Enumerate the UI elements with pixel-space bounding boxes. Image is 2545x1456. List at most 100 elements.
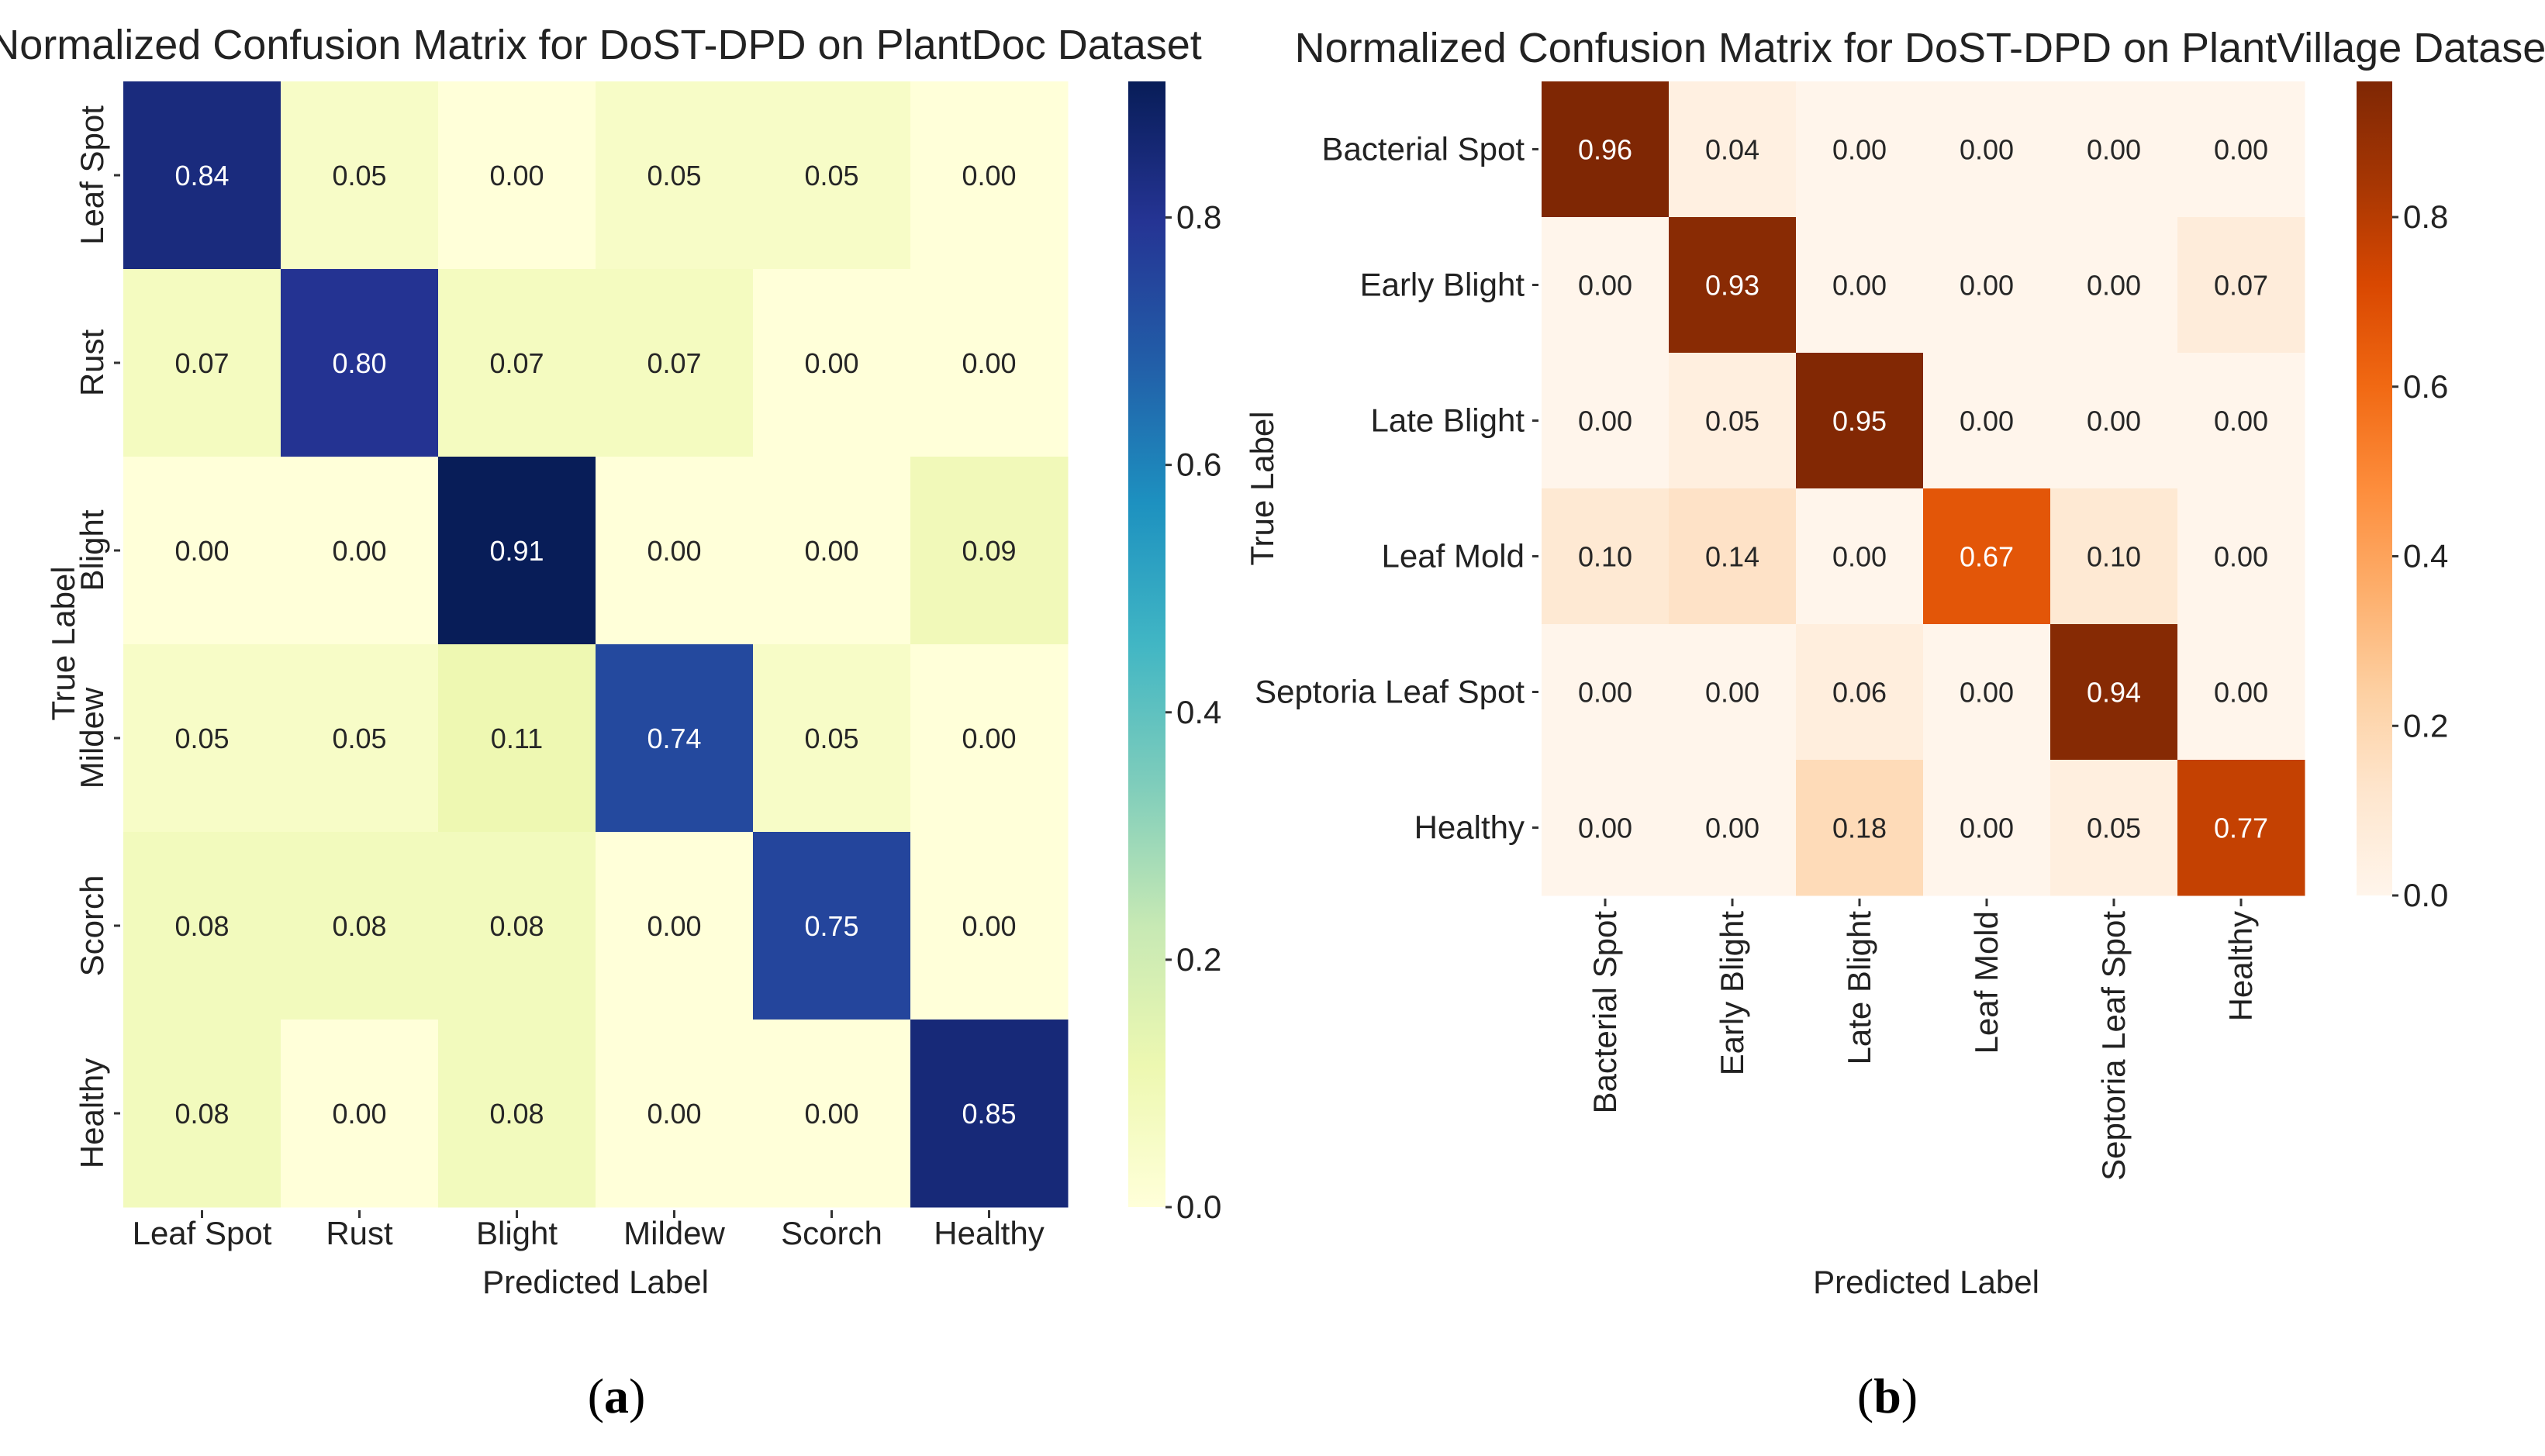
heatmap-cell xyxy=(2177,760,2305,896)
x-tick-label: Mildew xyxy=(623,1215,725,1251)
colorbar-tick-label: 0.6 xyxy=(2403,368,2448,405)
cell-value-label: 0.00 xyxy=(2214,134,2268,166)
cell-value-label: 0.05 xyxy=(2087,813,2141,844)
y-axis-label: True Label xyxy=(45,566,81,720)
cell-value-label: 0.00 xyxy=(1960,270,2014,302)
heatmap-cell xyxy=(596,457,754,645)
cell-value-label: 0.00 xyxy=(962,723,1016,754)
cell-value-label: 0.07 xyxy=(2214,270,2268,302)
cell-value-label: 0.06 xyxy=(1832,677,1887,709)
cell-value-label: 0.10 xyxy=(2087,541,2141,573)
cell-value-label: 0.00 xyxy=(804,535,858,567)
cell-value-label: 0.08 xyxy=(489,910,544,942)
heatmap-cell xyxy=(438,1020,596,1208)
cell-value-label: 0.67 xyxy=(1960,541,2014,573)
cell-value-label: 0.00 xyxy=(174,535,229,567)
heatmap-cell xyxy=(2177,81,2305,218)
cell-value-label: 0.08 xyxy=(489,1098,544,1130)
heatmap-cell xyxy=(910,1020,1069,1208)
heatmap-cell xyxy=(1796,488,1924,625)
heatmap-cell xyxy=(2177,217,2305,354)
heatmap-cell xyxy=(1796,353,1924,489)
cell-value-label: 0.08 xyxy=(332,910,386,942)
heatmap-cell xyxy=(1542,81,1670,218)
y-axis-label: True Label xyxy=(1244,411,1280,565)
cell-value-label: 0.07 xyxy=(489,347,544,379)
cell-value-label: 0.00 xyxy=(2087,270,2141,302)
heatmap-cell xyxy=(1796,81,1924,218)
cell-value-label: 0.84 xyxy=(174,160,229,191)
heatmap-cell xyxy=(596,644,754,833)
y-tick-label: Early Blight xyxy=(1360,267,1525,303)
y-tick-label: Leaf Spot xyxy=(74,105,110,245)
heatmap-cell xyxy=(281,1020,439,1208)
x-axis-label: Predicted Label xyxy=(482,1264,709,1300)
heatmap-cell xyxy=(123,269,281,457)
panel-caption: (a) xyxy=(588,1368,646,1423)
cell-value-label: 0.00 xyxy=(804,347,858,379)
cell-value-label: 0.74 xyxy=(647,723,701,754)
cell-value-label: 0.00 xyxy=(1578,405,1632,437)
cell-value-label: 0.00 xyxy=(1705,677,1759,709)
cell-value-label: 0.18 xyxy=(1832,813,1887,844)
cell-value-label: 0.00 xyxy=(1578,677,1632,709)
x-tick-label: Septoria Leaf Spot xyxy=(2095,911,2132,1181)
panel-b-plantvillage-confusion-matrix: Normalized Confusion Matrix for DoST-DPD… xyxy=(1244,25,2545,1423)
cell-value-label: 0.00 xyxy=(1832,270,1887,302)
cell-value-label: 0.04 xyxy=(1705,134,1759,166)
cell-value-label: 0.00 xyxy=(2087,134,2141,166)
cell-value-label: 0.00 xyxy=(647,910,701,942)
y-tick-label: Leaf Mold xyxy=(1382,538,1525,574)
heatmap-cell xyxy=(753,269,911,457)
heatmap-cell xyxy=(910,457,1069,645)
heatmap-cell xyxy=(281,457,439,645)
heatmap-cell xyxy=(2177,488,2305,625)
heatmap-cell xyxy=(1669,488,1797,625)
heatmap-cell xyxy=(438,457,596,645)
cell-value-label: 0.14 xyxy=(1705,541,1759,573)
panel-caption-letter: a xyxy=(604,1368,629,1423)
heatmap-cell xyxy=(2050,81,2178,218)
cell-value-label: 0.80 xyxy=(332,347,386,379)
heatmap-cell xyxy=(1923,624,2051,761)
heatmap-cell xyxy=(2050,488,2178,625)
cell-value-label: 0.75 xyxy=(804,910,858,942)
heatmap-cell xyxy=(1669,81,1797,218)
cell-value-label: 0.05 xyxy=(804,723,858,754)
heatmap-cell xyxy=(596,1020,754,1208)
x-axis-label: Predicted Label xyxy=(1813,1264,2039,1300)
heatmap-cell xyxy=(1923,353,2051,489)
colorbar-tick-label: 0.0 xyxy=(1176,1189,1221,1225)
cell-value-label: 0.00 xyxy=(1832,541,1887,573)
cell-value-label: 0.93 xyxy=(1705,270,1759,302)
heatmap-cell xyxy=(1796,217,1924,354)
x-tick-label: Rust xyxy=(326,1215,393,1251)
colorbar-tick-label: 0.4 xyxy=(2403,538,2448,574)
cell-value-label: 0.05 xyxy=(332,160,386,191)
heatmap-cell xyxy=(910,644,1069,833)
heatmap-cell xyxy=(2177,353,2305,489)
heatmap-cell xyxy=(1796,760,1924,896)
panel-a-plantdoc-confusion-matrix: Normalized Confusion Matrix for DoST-DPD… xyxy=(0,22,1221,1423)
heatmap-cell xyxy=(1669,353,1797,489)
x-tick-label: Leaf Spot xyxy=(133,1215,272,1251)
heatmap-cell xyxy=(438,832,596,1020)
cell-value-label: 0.05 xyxy=(804,160,858,191)
cell-value-label: 0.00 xyxy=(1960,405,2014,437)
heatmap-cell xyxy=(438,644,596,833)
cell-value-label: 0.00 xyxy=(2214,677,2268,709)
heatmap-cell xyxy=(281,81,439,270)
heatmap-cell xyxy=(1923,760,2051,896)
cell-value-label: 0.00 xyxy=(804,1098,858,1130)
cell-value-label: 0.00 xyxy=(962,910,1016,942)
cell-value-label: 0.00 xyxy=(647,535,701,567)
colorbar-tick-label: 0.8 xyxy=(2403,198,2448,235)
cell-value-label: 0.00 xyxy=(1832,134,1887,166)
chart-title: Normalized Confusion Matrix for DoST-DPD… xyxy=(1295,25,2545,71)
heatmap-cell xyxy=(753,832,911,1020)
heatmap-cell xyxy=(1923,217,2051,354)
heatmap-cell xyxy=(123,457,281,645)
heatmap-cell xyxy=(910,81,1069,270)
heatmap-cell xyxy=(753,81,911,270)
heatmap-cell xyxy=(910,832,1069,1020)
